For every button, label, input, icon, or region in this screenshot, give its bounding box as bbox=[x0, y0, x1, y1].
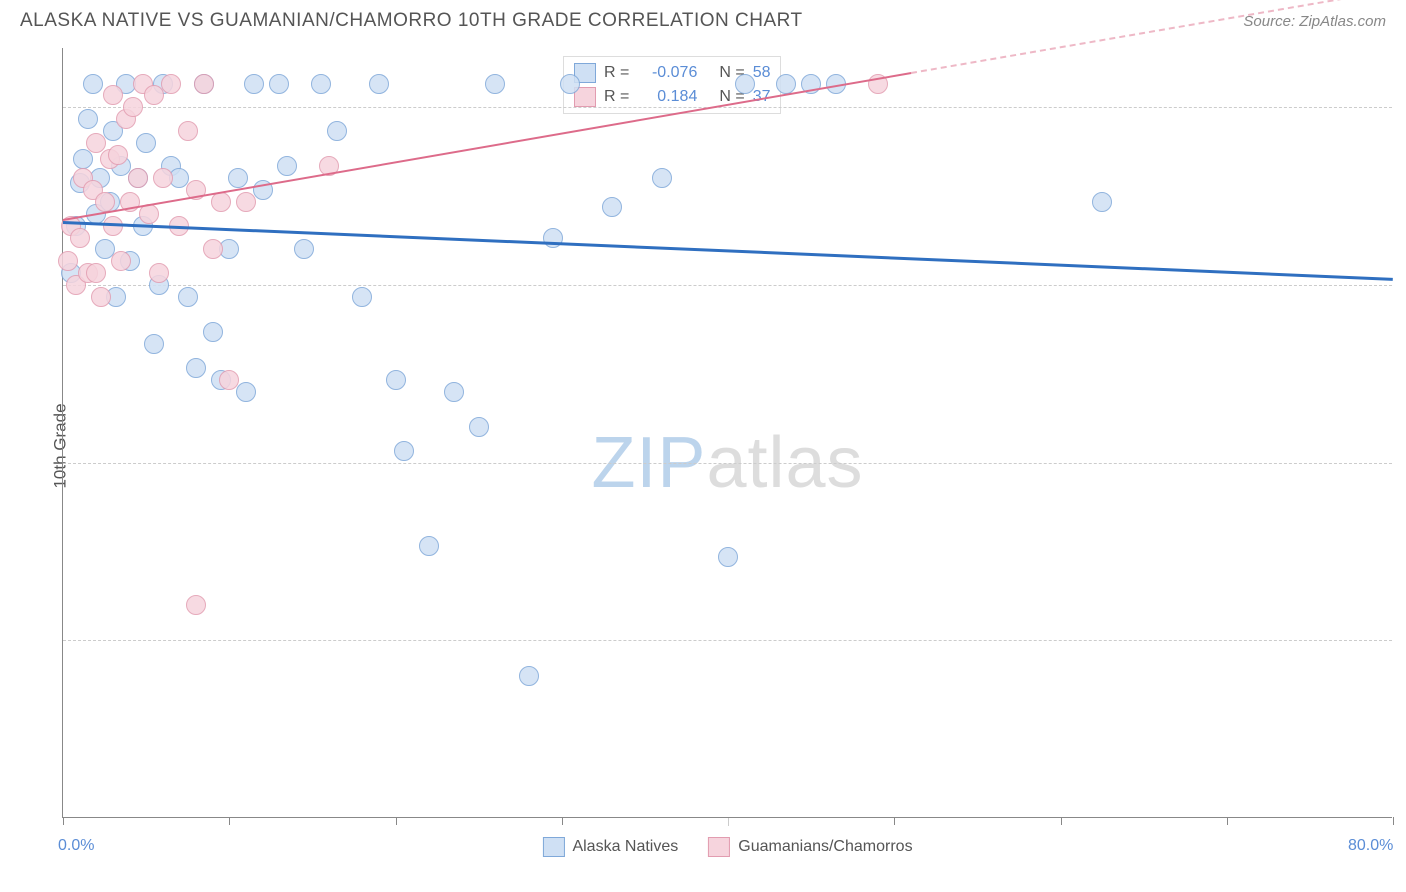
data-point bbox=[519, 666, 539, 686]
data-point bbox=[352, 287, 372, 307]
trend-line bbox=[63, 72, 911, 221]
data-point bbox=[153, 168, 173, 188]
data-point bbox=[718, 547, 738, 567]
data-point bbox=[86, 133, 106, 153]
chart-title: ALASKA NATIVE VS GUAMANIAN/CHAMORRO 10TH… bbox=[20, 10, 803, 32]
data-point bbox=[560, 74, 580, 94]
gridline bbox=[63, 285, 1392, 286]
x-tick-label: 80.0% bbox=[1348, 837, 1393, 855]
legend-item-guamanian: Guamanians/Chamorros bbox=[708, 837, 912, 857]
data-point bbox=[386, 370, 406, 390]
data-point bbox=[1092, 192, 1112, 212]
scatter-chart: ZIPatlas R =-0.076N =58R =0.184N =37 Ala… bbox=[62, 48, 1392, 818]
data-point bbox=[236, 382, 256, 402]
data-point bbox=[144, 334, 164, 354]
data-point bbox=[123, 97, 143, 117]
data-point bbox=[269, 74, 289, 94]
x-tick bbox=[1227, 817, 1228, 825]
gridline bbox=[63, 640, 1392, 641]
data-point bbox=[178, 287, 198, 307]
y-tick-label: 100.0% bbox=[1402, 98, 1406, 116]
data-point bbox=[78, 109, 98, 129]
x-tick bbox=[1393, 817, 1394, 825]
data-point bbox=[228, 168, 248, 188]
data-point bbox=[311, 74, 331, 94]
source-attribution: Source: ZipAtlas.com bbox=[1243, 13, 1386, 30]
gridline bbox=[63, 463, 1392, 464]
data-point bbox=[95, 192, 115, 212]
data-point bbox=[203, 322, 223, 342]
x-tick bbox=[562, 817, 563, 825]
data-point bbox=[219, 370, 239, 390]
data-point bbox=[103, 85, 123, 105]
x-tick bbox=[1061, 817, 1062, 825]
x-tick-label: 0.0% bbox=[58, 837, 94, 855]
data-point bbox=[277, 156, 297, 176]
data-point bbox=[83, 74, 103, 94]
data-point bbox=[136, 133, 156, 153]
swatch-icon bbox=[708, 837, 730, 857]
x-tick bbox=[396, 817, 397, 825]
data-point bbox=[91, 287, 111, 307]
data-point bbox=[161, 74, 181, 94]
data-point bbox=[652, 168, 672, 188]
data-point bbox=[194, 74, 214, 94]
data-point bbox=[776, 74, 796, 94]
data-point bbox=[236, 192, 256, 212]
x-tick bbox=[63, 817, 64, 825]
data-point bbox=[444, 382, 464, 402]
data-point bbox=[186, 595, 206, 615]
y-tick-label: 77.5% bbox=[1402, 631, 1406, 649]
data-point bbox=[70, 228, 90, 248]
data-point bbox=[394, 441, 414, 461]
y-tick-label: 85.0% bbox=[1402, 454, 1406, 472]
data-point bbox=[149, 263, 169, 283]
data-point bbox=[244, 74, 264, 94]
data-point bbox=[485, 74, 505, 94]
data-point bbox=[73, 149, 93, 169]
data-point bbox=[108, 145, 128, 165]
data-point bbox=[602, 197, 622, 217]
data-point bbox=[369, 74, 389, 94]
data-point bbox=[327, 121, 347, 141]
data-point bbox=[86, 263, 106, 283]
data-point bbox=[294, 239, 314, 259]
y-tick-label: 92.5% bbox=[1402, 276, 1406, 294]
data-point bbox=[128, 168, 148, 188]
data-point bbox=[419, 536, 439, 556]
data-point bbox=[58, 251, 78, 271]
x-tick bbox=[894, 817, 895, 825]
data-point bbox=[469, 417, 489, 437]
legend-item-alaska: Alaska Natives bbox=[542, 837, 678, 857]
x-tick bbox=[229, 817, 230, 825]
series-legend: Alaska Natives Guamanians/Chamorros bbox=[542, 837, 912, 857]
data-point bbox=[735, 74, 755, 94]
gridline bbox=[63, 107, 1392, 108]
trend-line bbox=[63, 221, 1393, 280]
data-point bbox=[178, 121, 198, 141]
data-point bbox=[186, 358, 206, 378]
data-point bbox=[111, 251, 131, 271]
data-point bbox=[203, 239, 223, 259]
swatch-icon bbox=[542, 837, 564, 857]
